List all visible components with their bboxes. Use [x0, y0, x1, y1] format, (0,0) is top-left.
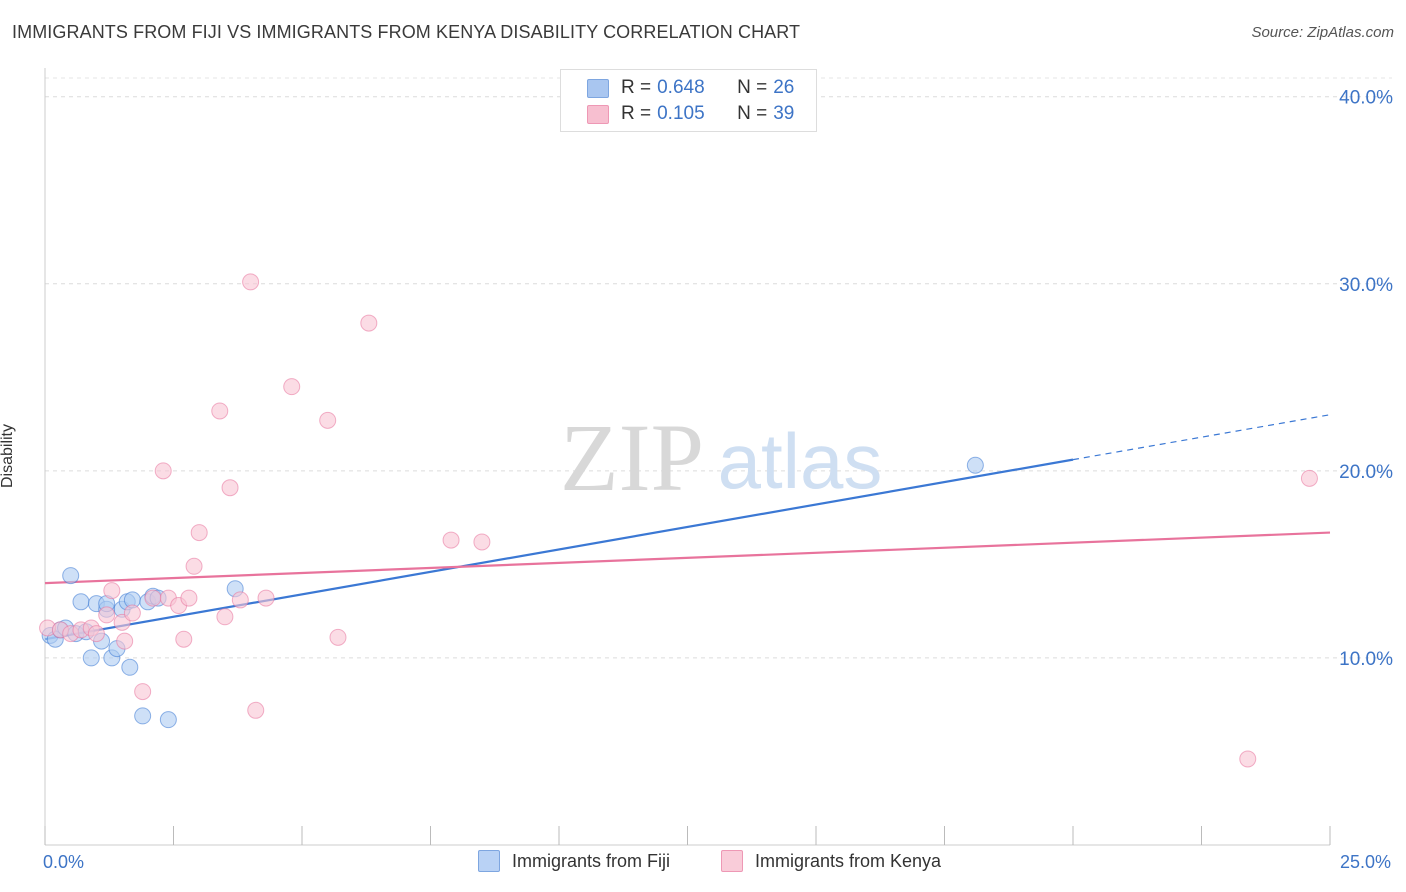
kenya-point: [144, 589, 162, 607]
kenya-point: [134, 683, 152, 701]
fiji-point: [62, 567, 80, 585]
kenya-point: [211, 402, 229, 420]
legend-label-fiji: Immigrants from Fiji: [512, 850, 671, 871]
trend-lines: [44, 414, 1331, 641]
stats-row-kenya: R = 0.105 N = 39: [587, 102, 794, 126]
y-tick-label: 10.0%: [1339, 649, 1393, 670]
kenya-point: [154, 462, 172, 480]
y-tick-label: 20.0%: [1339, 462, 1393, 483]
axes: [44, 68, 1331, 846]
fiji-point: [82, 649, 100, 667]
n-label: N =: [737, 103, 768, 124]
legend-swatch-fiji: [478, 850, 500, 872]
stats-row-fiji: R = 0.648 N = 26: [587, 76, 794, 100]
kenya-trend-line: [44, 531, 1331, 585]
fiji-trend-line: [44, 458, 1074, 641]
grid-lines: [45, 77, 1392, 659]
r-value: 0.648: [657, 77, 705, 98]
kenya-swatch: [587, 104, 609, 124]
kenya-point: [175, 630, 193, 648]
legend-item-fiji[interactable]: Immigrants from Fiji: [478, 850, 670, 872]
legend-label-kenya: Immigrants from Kenya: [755, 850, 942, 871]
watermark-atlas: atlas: [718, 417, 883, 505]
fiji-swatch: [587, 78, 609, 98]
y-tick-label: 40.0%: [1339, 88, 1393, 109]
series-legend: Immigrants from Fiji Immigrants from Ken…: [0, 850, 1406, 878]
source-label: Source: ZipAtlas.com: [1251, 24, 1394, 41]
fiji-trend-extension: [1072, 414, 1331, 461]
stats-legend: R = 0.648 N = 26 R = 0.105 N = 39: [560, 69, 817, 132]
legend-item-kenya[interactable]: Immigrants from Kenya: [721, 850, 941, 872]
kenya-point: [103, 582, 121, 600]
legend-swatch-kenya: [721, 850, 743, 872]
kenya-point: [231, 591, 249, 609]
fiji-point: [134, 707, 152, 725]
kenya-point: [190, 524, 208, 542]
kenya-point: [216, 608, 234, 626]
n-value: 26: [773, 77, 795, 98]
watermark: ZIP atlas: [560, 404, 882, 511]
kenya-point: [221, 479, 239, 497]
fiji-point: [72, 593, 90, 611]
kenya-point: [1239, 750, 1257, 768]
y-tick-label: 30.0%: [1339, 275, 1393, 296]
kenya-point: [87, 625, 105, 643]
kenya-point: [257, 589, 275, 607]
kenya-point: [283, 378, 301, 396]
n-label: N =: [737, 77, 768, 98]
fiji-point: [121, 658, 139, 676]
fiji-point: [966, 456, 984, 474]
kenya-point: [185, 557, 203, 575]
kenya-point: [242, 273, 260, 291]
n-value: 39: [773, 103, 795, 124]
x-axis-min-label: 0.0%: [43, 852, 85, 872]
kenya-point: [98, 606, 116, 624]
kenya-point: [329, 628, 347, 646]
chart-title: IMMIGRANTS FROM FIJI VS IMMIGRANTS FROM …: [12, 22, 801, 42]
kenya-point: [247, 701, 265, 719]
watermark-zip: ZIP: [560, 404, 704, 511]
data-points: [39, 273, 1318, 768]
kenya-point: [116, 632, 134, 650]
kenya-point: [319, 411, 337, 429]
kenya-point: [1300, 469, 1318, 487]
r-label: R =: [621, 77, 652, 98]
kenya-point: [360, 314, 378, 332]
kenya-point: [180, 589, 198, 607]
kenya-point: [442, 531, 460, 549]
kenya-point: [473, 533, 491, 551]
kenya-point: [123, 604, 141, 622]
x-axis-max-label: 25.0%: [1340, 852, 1392, 872]
y-tick-labels: 10.0% 20.0% 30.0% 40.0%: [1339, 88, 1393, 670]
r-value: 0.105: [657, 103, 705, 124]
fiji-point: [159, 711, 177, 729]
r-label: R =: [621, 103, 652, 124]
